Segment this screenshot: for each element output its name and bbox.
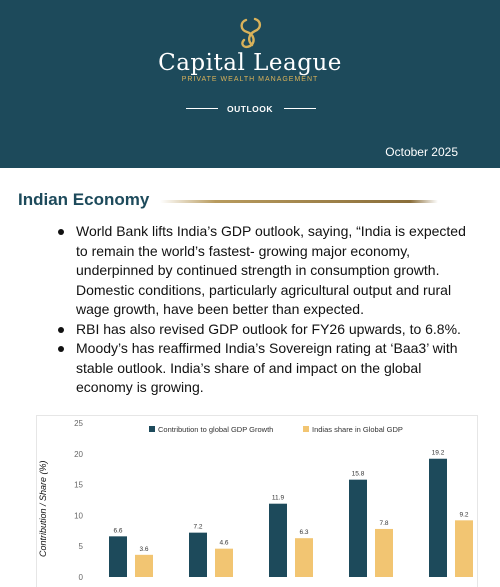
- legend-swatch: [303, 426, 309, 432]
- divider-left: [186, 108, 218, 109]
- bar-value-label: 3.6: [139, 546, 148, 553]
- bar-value-label: 7.8: [379, 520, 388, 527]
- bar-value-label: 4.6: [219, 540, 228, 547]
- brand-tagline: PRIVATE WEALTH MANAGEMENT: [181, 76, 319, 83]
- legend-label: Contribution to global GDP Growth: [158, 425, 273, 434]
- bar-value-label: 6.6: [113, 527, 122, 534]
- bar: [215, 548, 233, 577]
- chart-canvas: 0 5 10 15 20 25 Contribution to global GDP Gro…: [74, 419, 473, 582]
- report-header: Capital League PRIVATE WEALTH MANAGEMENT…: [0, 0, 500, 168]
- bar: [455, 520, 473, 577]
- bullet-text: World Bank lifts India’s GDP outlook, sa…: [76, 223, 466, 317]
- bar-value-label: 7.2: [193, 524, 202, 531]
- bullet-item: RBI has also revised GDP outlook for FY2…: [58, 320, 478, 340]
- legend-label: Indias share in Global GDP: [312, 425, 403, 434]
- bar: [135, 554, 153, 577]
- bullet-text: RBI has also revised GDP outlook for FY2…: [76, 320, 461, 337]
- y-axis-label: Contribution / Share (%): [38, 460, 48, 557]
- bar-value-label: 15.8: [352, 471, 365, 478]
- y-tick-label: 15: [74, 481, 83, 490]
- section-tag: OUTLOOK: [227, 104, 273, 114]
- bar-value-label: 19.2: [432, 450, 445, 457]
- bullet-dot-icon: [58, 326, 64, 333]
- gdp-chart: 0 5 10 15 20 25 Contribution to global GDP Gro…: [36, 415, 478, 587]
- bullet-list: World Bank lifts India’s GDP outlook, sa…: [58, 222, 478, 398]
- divider-right: [284, 108, 316, 109]
- bullet-item: World Bank lifts India’s GDP outlook, sa…: [58, 222, 478, 320]
- y-tick-label: 20: [74, 450, 83, 459]
- bar: [109, 536, 127, 577]
- bullet-dot-icon: [58, 229, 64, 235]
- bar: [349, 479, 367, 577]
- brand-name: Capital League: [158, 50, 342, 76]
- bar-value-label: 6.3: [299, 529, 308, 536]
- bar: [295, 538, 313, 577]
- bar: [375, 528, 393, 577]
- bar-value-label: 9.2: [459, 511, 468, 518]
- section-title: Indian Economy: [18, 190, 150, 209]
- bar: [429, 458, 447, 577]
- bullet-dot-icon: [58, 346, 64, 352]
- report-date: October 2025: [385, 145, 458, 159]
- bullet-item: Moody’s has reaffirmed India’s Sovereign…: [58, 339, 478, 398]
- y-tick-label: 0: [79, 573, 84, 582]
- y-tick-label: 5: [79, 542, 84, 551]
- bar: [269, 503, 287, 577]
- logo-icon: [240, 17, 262, 49]
- legend-swatch: [149, 426, 155, 432]
- y-tick-label: 25: [74, 419, 83, 428]
- bullet-text: Moody’s has reaffirmed India’s Sovereign…: [76, 340, 458, 395]
- bar-value-label: 11.9: [272, 495, 285, 502]
- y-tick-label: 10: [74, 511, 83, 520]
- bar: [189, 532, 207, 577]
- title-underline: [160, 200, 438, 203]
